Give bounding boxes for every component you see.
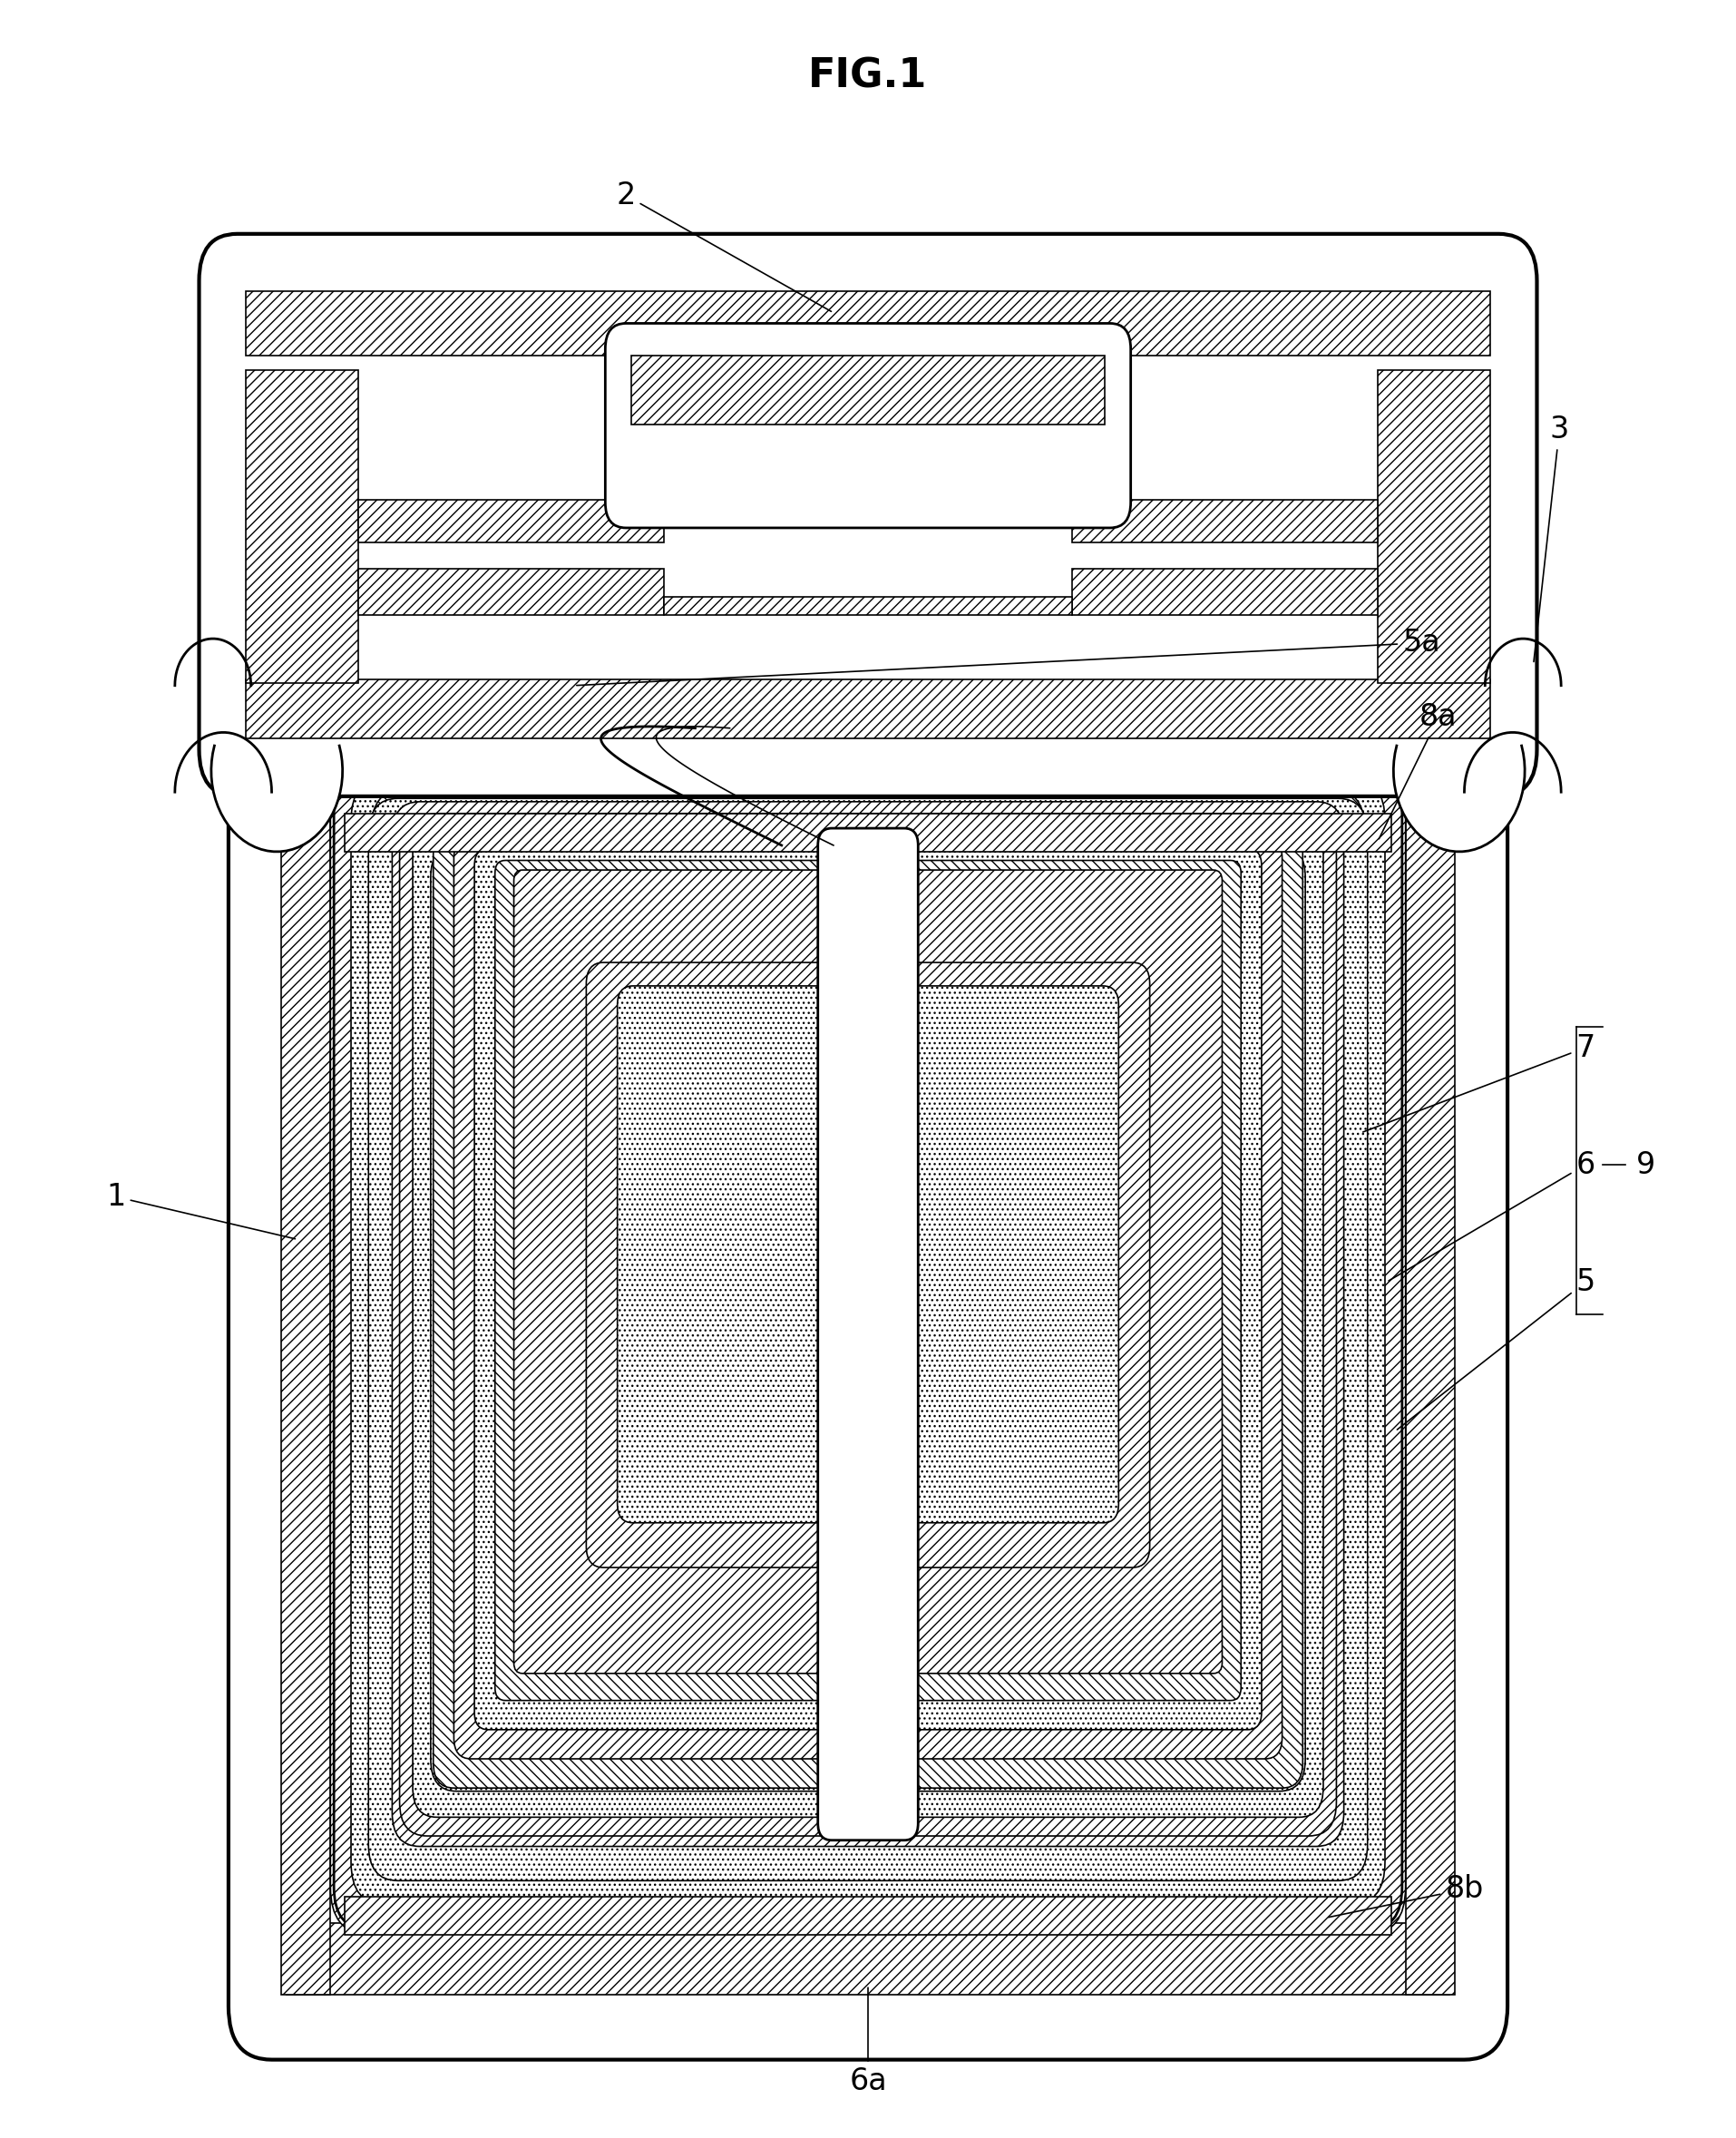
FancyBboxPatch shape xyxy=(514,870,1222,1674)
Bar xyxy=(247,370,358,684)
Text: 5: 5 xyxy=(1397,1268,1595,1430)
FancyBboxPatch shape xyxy=(323,776,1413,1943)
FancyBboxPatch shape xyxy=(333,770,1403,1931)
FancyBboxPatch shape xyxy=(229,750,1507,2059)
Text: 1: 1 xyxy=(106,1182,295,1238)
Bar xyxy=(665,597,1071,616)
Text: 6: 6 xyxy=(1389,1150,1595,1281)
FancyBboxPatch shape xyxy=(462,868,1274,1747)
Text: 2: 2 xyxy=(616,180,832,312)
FancyBboxPatch shape xyxy=(200,233,1536,795)
Polygon shape xyxy=(212,746,342,851)
Text: 7: 7 xyxy=(1363,1033,1595,1131)
FancyBboxPatch shape xyxy=(434,825,1302,1787)
Text: FIG.1: FIG.1 xyxy=(809,58,927,96)
FancyBboxPatch shape xyxy=(453,836,1283,1760)
Bar xyxy=(247,291,1489,355)
FancyBboxPatch shape xyxy=(368,797,1368,1881)
Bar xyxy=(247,680,1489,740)
Bar xyxy=(1378,370,1489,684)
FancyBboxPatch shape xyxy=(372,789,1364,1875)
FancyBboxPatch shape xyxy=(474,849,1262,1730)
FancyBboxPatch shape xyxy=(495,859,1241,1700)
Text: 9: 9 xyxy=(1635,1150,1656,1180)
FancyBboxPatch shape xyxy=(606,323,1130,528)
Bar xyxy=(344,812,1392,851)
FancyBboxPatch shape xyxy=(587,962,1149,1567)
FancyBboxPatch shape xyxy=(351,778,1385,1905)
FancyBboxPatch shape xyxy=(493,892,1243,1702)
Bar xyxy=(1071,500,1378,543)
Bar xyxy=(1406,802,1455,1995)
FancyBboxPatch shape xyxy=(524,915,1212,1657)
Bar xyxy=(286,1922,1450,1995)
Bar xyxy=(358,569,665,616)
FancyBboxPatch shape xyxy=(392,802,1344,1847)
Text: 8a: 8a xyxy=(1378,703,1457,838)
FancyBboxPatch shape xyxy=(330,768,1406,1935)
Bar xyxy=(358,500,665,543)
FancyBboxPatch shape xyxy=(399,821,1337,1837)
Text: 6a: 6a xyxy=(849,1988,887,2095)
Text: 3: 3 xyxy=(1533,415,1569,663)
FancyBboxPatch shape xyxy=(818,827,918,1841)
Bar xyxy=(632,355,1104,423)
Text: 8b: 8b xyxy=(1328,1875,1484,1918)
Text: 5a: 5a xyxy=(576,629,1439,686)
FancyBboxPatch shape xyxy=(413,812,1323,1817)
Bar xyxy=(281,802,330,1995)
FancyBboxPatch shape xyxy=(618,986,1118,1522)
Bar xyxy=(1071,569,1378,616)
FancyBboxPatch shape xyxy=(431,845,1305,1792)
Bar xyxy=(344,1896,1392,1935)
FancyBboxPatch shape xyxy=(556,939,1180,1612)
Polygon shape xyxy=(1394,746,1524,851)
